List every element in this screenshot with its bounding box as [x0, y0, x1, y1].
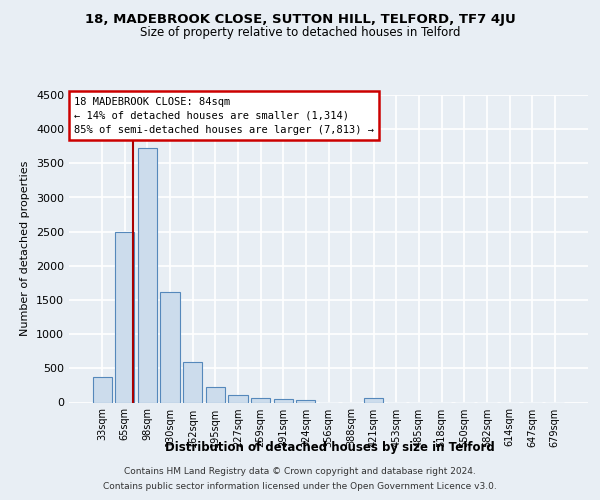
Bar [183, 362, 202, 403]
Text: Contains HM Land Registry data © Crown copyright and database right 2024.: Contains HM Land Registry data © Crown c… [124, 467, 476, 476]
Text: Size of property relative to detached houses in Telford: Size of property relative to detached ho… [140, 26, 460, 39]
Bar [160, 292, 180, 403]
Text: 18 MADEBROOK CLOSE: 84sqm
← 14% of detached houses are smaller (1,314)
85% of se: 18 MADEBROOK CLOSE: 84sqm ← 14% of detac… [74, 96, 374, 134]
Text: Distribution of detached houses by size in Telford: Distribution of detached houses by size … [165, 441, 495, 454]
Text: 18, MADEBROOK CLOSE, SUTTON HILL, TELFORD, TF7 4JU: 18, MADEBROOK CLOSE, SUTTON HILL, TELFOR… [85, 12, 515, 26]
Text: Contains public sector information licensed under the Open Government Licence v3: Contains public sector information licen… [103, 482, 497, 491]
Bar [251, 398, 270, 402]
Bar [364, 398, 383, 402]
Bar [115, 232, 134, 402]
Bar [274, 398, 293, 402]
Bar [206, 387, 225, 402]
Bar [296, 400, 316, 402]
Bar [92, 377, 112, 402]
Y-axis label: Number of detached properties: Number of detached properties [20, 161, 31, 336]
Bar [229, 395, 248, 402]
Bar [138, 148, 157, 402]
